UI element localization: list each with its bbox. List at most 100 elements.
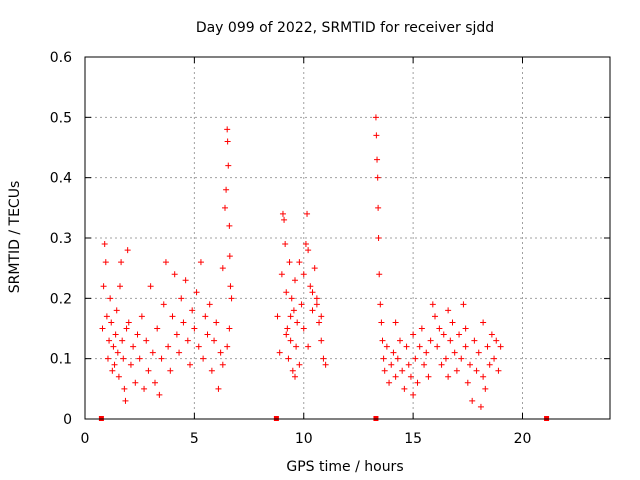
data-point [283,331,290,338]
data-point [276,349,283,356]
y-tick-label: 0 [63,412,72,428]
data-point [471,337,478,344]
data-point [284,325,291,332]
data-point [152,379,158,386]
data-point [202,313,209,320]
data-point [449,319,456,326]
data-point [383,343,390,350]
data-point [127,361,134,368]
y-tick-label: 0.5 [50,110,72,126]
data-point [223,186,230,193]
data-point [145,367,152,374]
data-point [375,235,382,241]
data-point [302,241,309,248]
data-point [316,319,323,326]
data-point [112,331,119,338]
data-point [287,337,294,344]
data-point [381,367,388,374]
data-point [414,379,421,386]
x-tick-label: 10 [295,431,313,447]
data-point [191,325,198,332]
data-point [438,361,445,368]
data-point [427,337,434,344]
data-point [292,277,298,284]
data-point [294,319,301,326]
data-point [447,337,454,344]
plot-frame [84,56,611,420]
data-point [182,277,189,284]
data-point [388,361,395,368]
y-tick-labels: 0 0.1 0.2 0.3 0.4 0.5 0.6 [50,50,72,428]
data-point [113,307,120,314]
data-point [274,313,281,320]
data-point [379,337,386,344]
y-tick-label: 0.3 [50,231,72,247]
data-point [418,325,425,332]
y-tick-label: 0.2 [50,291,72,307]
data-point [462,325,469,332]
data-point [484,343,491,350]
data-point [318,337,325,344]
data-point [107,295,114,302]
data-point [440,331,447,338]
data-point [119,337,126,344]
data-point [394,355,401,362]
data-point [132,379,139,386]
data-point [206,301,213,308]
data-point [486,361,493,368]
data-point [222,204,228,211]
data-point [226,253,233,260]
data-point [224,138,231,145]
data-point [390,349,397,356]
data-point [141,385,148,392]
y-tick-label: 0.6 [50,50,72,66]
data-point [101,241,108,248]
data-point [136,355,143,362]
data-point [123,325,130,332]
data-point [204,331,211,338]
data-point [304,210,311,217]
data-point [289,367,296,374]
data-point [226,222,233,229]
data-point [456,331,463,338]
data-point [278,271,285,278]
data-points [99,114,504,410]
data-point [416,343,423,350]
data-point [453,367,460,374]
data-point [211,337,218,344]
data-point [392,319,399,326]
data-point [154,325,161,332]
data-point [429,301,436,308]
data-point [313,301,320,308]
data-point [286,259,293,266]
data-point [318,313,325,320]
data-point [282,241,289,248]
data-point [160,301,167,308]
data-point [313,295,320,302]
data-point [195,343,202,350]
data-point [224,343,231,350]
data-point [147,283,154,290]
data-point [217,349,224,356]
data-point [124,247,131,254]
data-point [167,367,174,374]
data-point [103,313,110,320]
data-point [320,355,327,362]
data-point [134,331,141,338]
data-point [488,331,495,338]
data-point [110,343,117,350]
data-point [469,397,476,404]
data-point [460,301,467,308]
data-point [445,307,452,314]
data-point [173,331,180,338]
data-point [376,271,383,278]
data-point [200,355,207,362]
data-point [374,174,381,181]
data-point [298,301,305,308]
data-point [114,349,121,356]
data-point [171,271,178,278]
data-point [378,319,385,326]
chart-title: Day 099 of 2022, SRMTID for receiver sjd… [196,20,494,36]
data-point [283,289,290,296]
